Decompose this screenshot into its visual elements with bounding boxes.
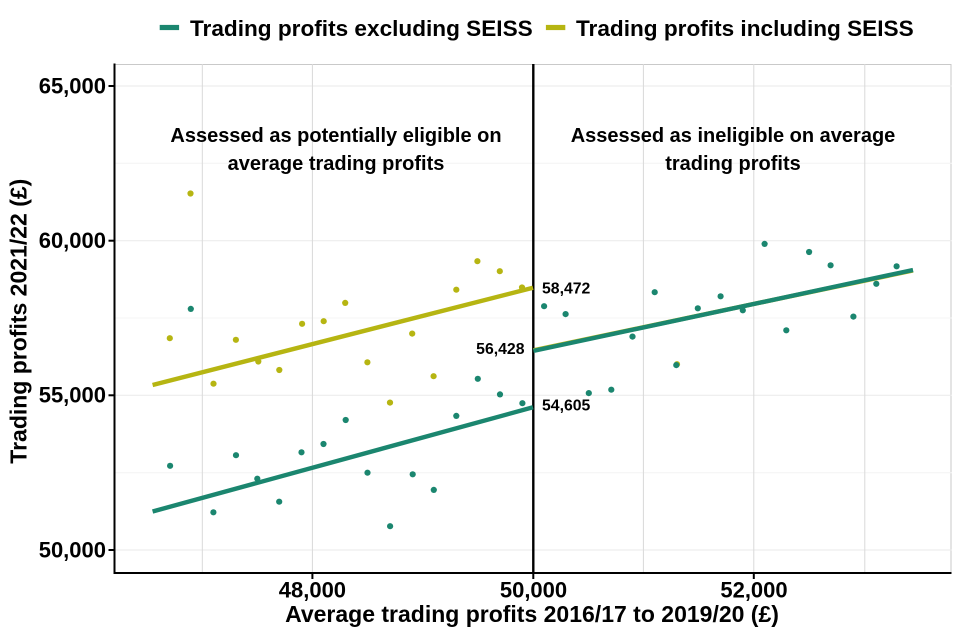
svg-text:55,000: 55,000 bbox=[39, 383, 106, 408]
svg-text:trading profits: trading profits bbox=[665, 153, 801, 175]
svg-text:48,000: 48,000 bbox=[279, 577, 346, 602]
svg-text:65,000: 65,000 bbox=[39, 73, 106, 98]
svg-text:average trading profits: average trading profits bbox=[228, 153, 445, 175]
svg-text:Trading profits 2021/22 (£): Trading profits 2021/22 (£) bbox=[5, 179, 31, 464]
svg-text:Trading profits excluding SEIS: Trading profits excluding SEISS bbox=[190, 16, 533, 41]
svg-text:52,000: 52,000 bbox=[720, 577, 787, 602]
svg-text:50,000: 50,000 bbox=[39, 537, 106, 562]
svg-text:60,000: 60,000 bbox=[39, 228, 106, 253]
svg-text:50,000: 50,000 bbox=[500, 577, 567, 602]
svg-text:Assessed as ineligible on aver: Assessed as ineligible on average bbox=[571, 125, 896, 147]
svg-text:54,605: 54,605 bbox=[542, 397, 591, 414]
svg-text:58,472: 58,472 bbox=[542, 280, 591, 297]
svg-text:Assessed as potentially eligib: Assessed as potentially eligible on bbox=[170, 125, 501, 147]
svg-text:56,428: 56,428 bbox=[476, 341, 525, 358]
svg-text:Average trading profits 2016/1: Average trading profits 2016/17 to 2019/… bbox=[285, 601, 779, 627]
svg-text:Trading profits including SEIS: Trading profits including SEISS bbox=[576, 16, 914, 41]
